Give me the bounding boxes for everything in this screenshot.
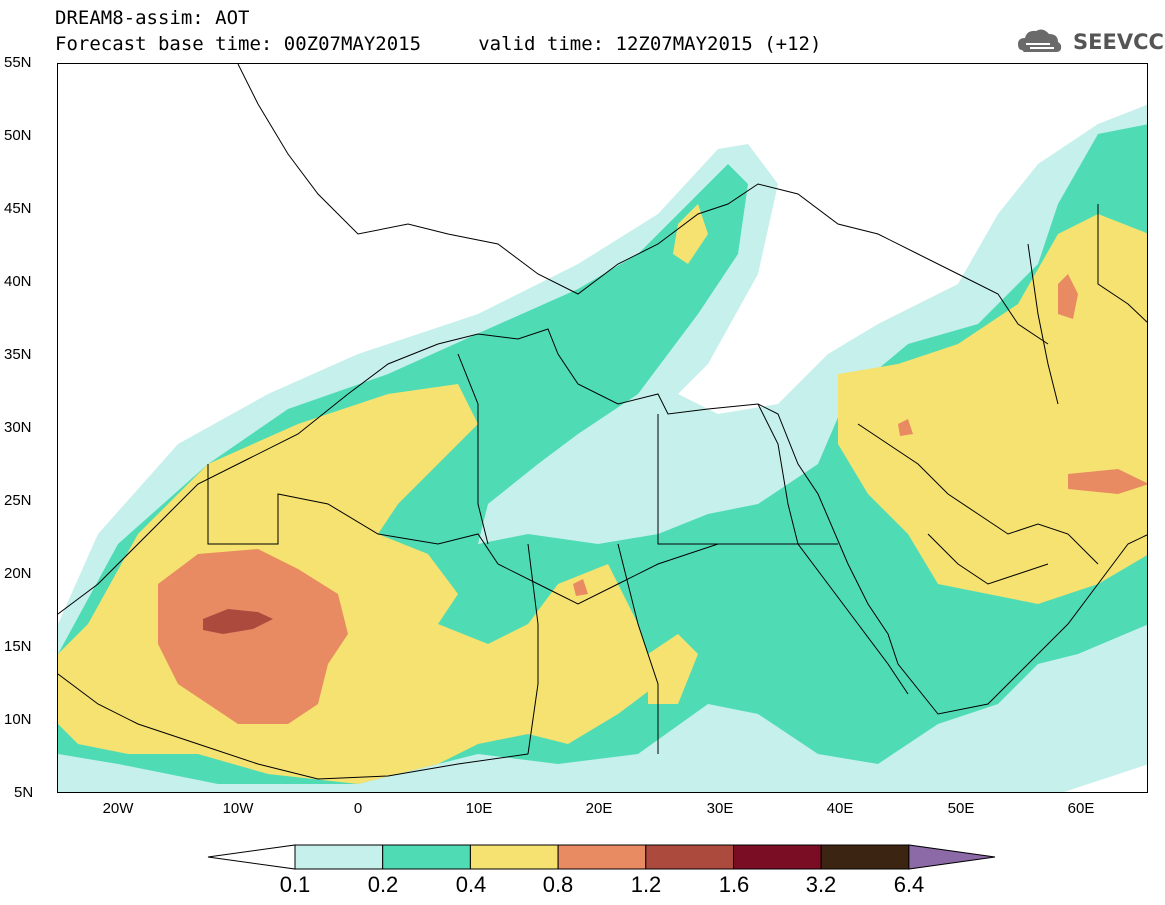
lat-label-50n: 50N — [4, 127, 32, 144]
lat-label-25n: 25N — [4, 492, 32, 509]
lon-label-10w: 10W — [222, 800, 254, 817]
colorbar-over-arrow — [908, 844, 996, 870]
lat-label-55n: 55N — [4, 54, 32, 71]
seevccc-cloud-logo-icon — [1018, 29, 1062, 52]
map-area — [57, 63, 1148, 793]
title-line-2: Forecast base time: 00Z07MAY2015 valid t… — [55, 33, 822, 55]
lon-label-20w: 20W — [102, 800, 134, 817]
colorbar-label-0.8: 0.8 — [542, 872, 574, 897]
coastlines — [58, 64, 1147, 780]
lon-label-10e: 10E — [465, 800, 493, 817]
aot-contour-1.2 — [203, 609, 273, 634]
colorbar-label-6.4: 6.4 — [893, 872, 925, 897]
colorbar-under-arrow — [207, 844, 296, 870]
colorbar-label-0.2: 0.2 — [367, 872, 399, 897]
colorbar-label-0.1: 0.1 — [279, 872, 311, 897]
logo-text: SEEVCCC — [1073, 30, 1165, 54]
colorbar-label-0.4: 0.4 — [455, 872, 487, 897]
lat-label-45n: 45N — [4, 200, 32, 217]
colorbar-box-0.4 — [469, 844, 559, 870]
lat-label-35n: 35N — [4, 346, 32, 363]
colorbar-box-1.6 — [733, 844, 822, 870]
lon-label-50e: 50E — [947, 800, 975, 817]
lat-label-10n: 10N — [4, 711, 32, 728]
lon-label-60e: 60E — [1067, 800, 1095, 817]
lon-label-20e: 20E — [585, 800, 613, 817]
lon-label-40e: 40E — [826, 800, 854, 817]
lat-label-30n: 30N — [4, 419, 32, 436]
colorbar-box-0.1 — [294, 844, 384, 870]
aot-contour-0.8 — [158, 274, 1147, 724]
title-line-1: DREAM8-assim: AOT — [55, 7, 250, 29]
colorbar-label-1.2: 1.2 — [630, 872, 662, 897]
colorbar-box-0.8 — [557, 844, 647, 870]
lat-label-15n: 15N — [4, 638, 32, 655]
lon-label-0: 0 — [353, 800, 363, 817]
colorbar-box-0.2 — [382, 844, 471, 870]
lat-label-20n: 20N — [4, 565, 32, 582]
lat-label-40n: 40N — [4, 273, 32, 290]
colorbar — [207, 844, 996, 870]
colorbar-box-3.2 — [820, 844, 910, 870]
lon-label-30e: 30E — [706, 800, 734, 817]
colorbar-label-3.2: 3.2 — [805, 872, 837, 897]
colorbar-box-1.2 — [645, 844, 734, 870]
lat-label-5n: 5N — [14, 784, 34, 801]
colorbar-label-1.6: 1.6 — [718, 872, 750, 897]
aot-map — [58, 64, 1147, 792]
